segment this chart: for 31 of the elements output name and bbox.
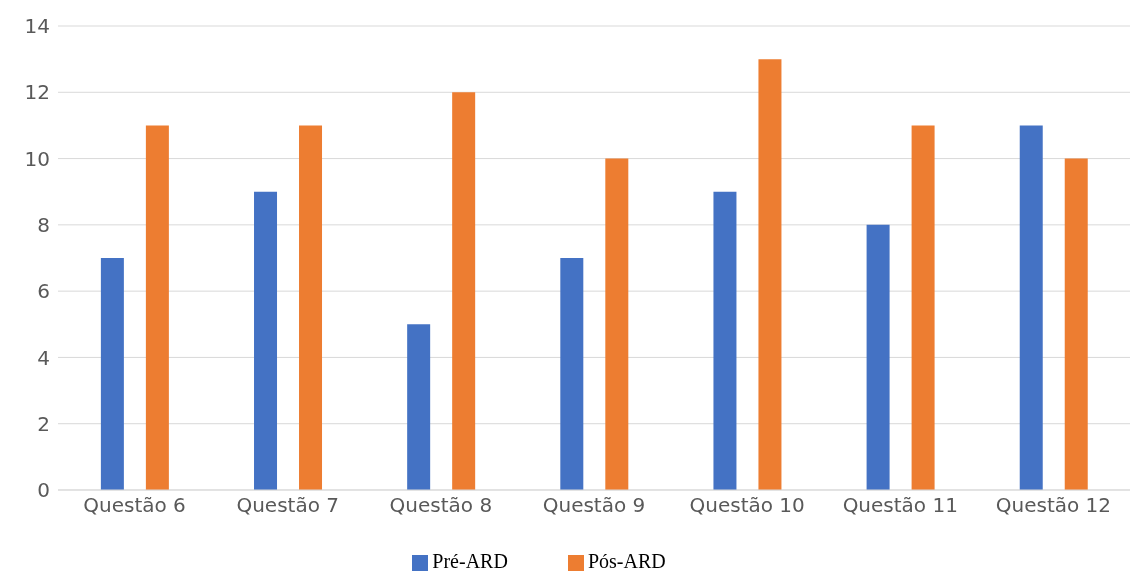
y-tick-label: 8 (37, 212, 50, 237)
x-tick-label: Questão 7 (236, 493, 339, 518)
x-tick-label: Questão 11 (842, 493, 958, 518)
x-tick-label: Questão 10 (689, 493, 805, 518)
y-tick-label: 0 (37, 478, 50, 503)
bar (299, 125, 323, 490)
bar (100, 258, 124, 490)
bar (452, 92, 476, 490)
x-tick-label: Questão 6 (83, 493, 186, 518)
legend-label: Pós-ARD (587, 550, 666, 572)
legend-label: Pré-ARD (432, 550, 508, 572)
bar (605, 158, 629, 490)
y-tick-label: 6 (37, 279, 50, 304)
bar (1019, 125, 1043, 490)
bar (911, 125, 935, 490)
bar (1064, 158, 1088, 490)
bar (407, 324, 431, 490)
x-tick-label: Questão 12 (995, 493, 1112, 518)
bar (866, 224, 890, 490)
y-tick-label: 2 (37, 411, 50, 436)
bar (713, 191, 737, 490)
x-tick-label: Questão 8 (389, 493, 493, 518)
bar (758, 59, 782, 490)
bar (254, 191, 278, 490)
bar (145, 125, 169, 490)
y-tick-label: 14 (24, 14, 50, 39)
y-tick-label: 12 (24, 80, 50, 105)
y-tick-label: 10 (24, 146, 50, 171)
bar (560, 258, 584, 490)
y-tick-label: 4 (37, 345, 50, 370)
x-tick-label: Questão 9 (542, 493, 646, 518)
